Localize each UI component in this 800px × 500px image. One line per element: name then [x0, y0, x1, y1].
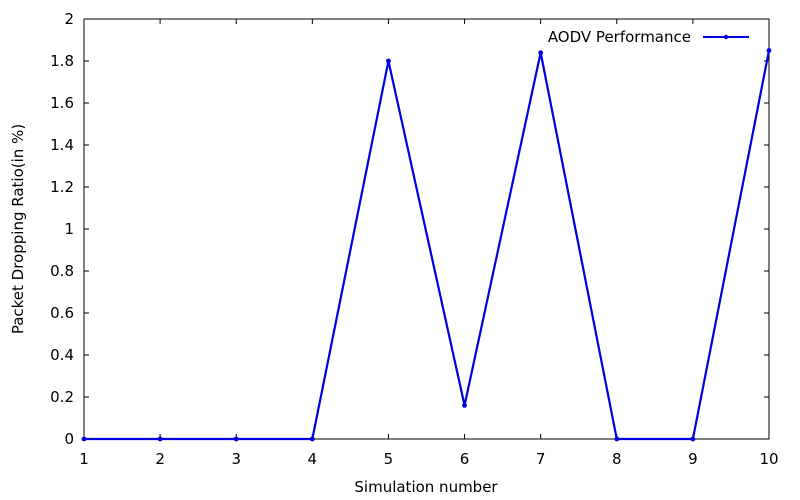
y-tick-label: 0: [64, 430, 74, 448]
y-axis-title: Packet Dropping Ratio(in %): [9, 124, 27, 334]
data-point: [309, 436, 315, 442]
y-tick-label: 2: [64, 10, 74, 28]
y-tick-label: 1.6: [50, 94, 74, 112]
y-tick-label: 1.8: [50, 52, 74, 70]
legend: AODV Performance: [548, 28, 749, 46]
x-tick-label: 10: [759, 450, 778, 468]
data-point: [690, 436, 696, 442]
data-point: [233, 436, 239, 442]
data-point: [157, 436, 163, 442]
x-tick-label: 5: [384, 450, 394, 468]
x-tick-label: 4: [308, 450, 318, 468]
y-tick-label: 0.4: [50, 346, 74, 364]
legend-swatch-marker: [723, 34, 729, 40]
legend-label: AODV Performance: [548, 28, 691, 46]
y-tick-label: 1: [64, 220, 74, 238]
y-axis: 0 0.2 0.4 0.6 0.8 1 1.2 1.4 1.6 1.8 2: [50, 10, 769, 448]
data-point: [614, 436, 620, 442]
y-tick-label: 1.4: [50, 136, 74, 154]
series-layer: [81, 48, 772, 442]
data-point: [81, 436, 87, 442]
y-tick-label: 0.6: [50, 304, 74, 322]
data-point: [538, 50, 544, 55]
x-tick-label: 3: [231, 450, 241, 468]
x-tick-label: 8: [612, 450, 622, 468]
x-axis-title: Simulation number: [354, 478, 498, 496]
data-point: [462, 403, 467, 408]
y-tick-label: 0.2: [50, 388, 74, 406]
x-axis: 1 2 3 4 5 6 7 8 9 10: [79, 19, 779, 468]
x-tick-label: 7: [536, 450, 546, 468]
data-point: [386, 58, 391, 64]
y-tick-label: 1.2: [50, 178, 74, 196]
x-tick-label: 6: [460, 450, 470, 468]
data-point: [766, 48, 772, 53]
x-tick-label: 2: [155, 450, 165, 468]
x-tick-label: 9: [688, 450, 698, 468]
x-tick-label: 1: [79, 450, 89, 468]
series-line: [84, 50, 771, 441]
y-tick-label: 0.8: [50, 262, 74, 280]
